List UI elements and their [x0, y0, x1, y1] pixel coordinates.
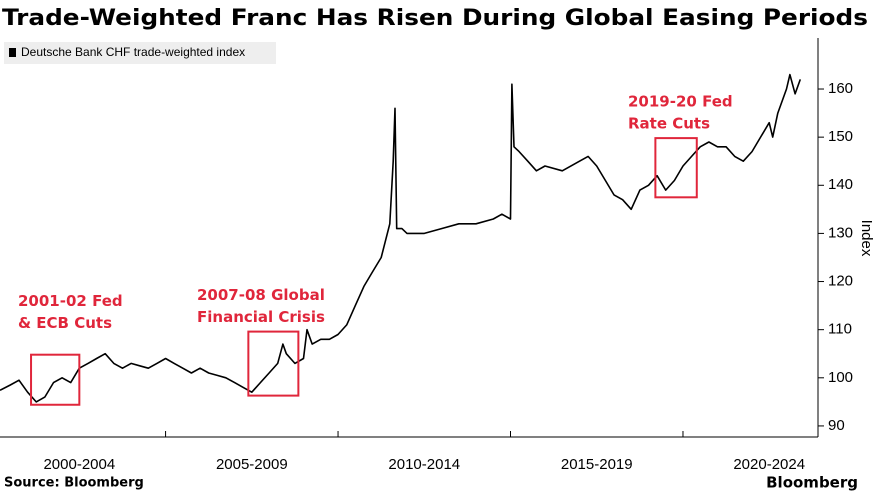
- data-line: [0, 73, 802, 403]
- x-tick-label: 2000-2004: [43, 456, 115, 473]
- annotation-text: Financial Crisis: [197, 308, 325, 326]
- chart-title: Trade-Weighted Franc Has Risen During Gl…: [2, 6, 868, 31]
- y-tick-label: 160: [828, 80, 853, 97]
- annotation-box: [654, 137, 698, 199]
- y-axis-label: Index: [858, 220, 875, 257]
- brand: Bloomberg: [766, 474, 858, 492]
- y-tick-label: 120: [828, 273, 853, 290]
- y-tick-label: 100: [828, 369, 853, 386]
- y-tick-label: 130: [828, 224, 853, 241]
- y-tick-label: 150: [828, 128, 853, 145]
- y-tick-label: 110: [828, 321, 852, 338]
- legend-label: Deutsche Bank CHF trade-weighted index: [21, 45, 245, 59]
- legend-swatch: [9, 48, 16, 57]
- annotation-text: 2007-08 Global: [197, 286, 325, 304]
- annotation-text: Rate Cuts: [628, 115, 710, 133]
- y-tick-label: 90: [828, 417, 845, 434]
- source: Source: Bloomberg: [4, 476, 144, 491]
- x-tick-label: 2020-2024: [733, 456, 805, 473]
- x-tick-label: 2005-2009: [216, 456, 288, 473]
- annotation-text: 2001-02 Fed: [18, 292, 123, 310]
- annotation-box: [247, 330, 300, 397]
- annotation-text: & ECB Cuts: [18, 314, 112, 332]
- x-tick-label: 2010-2014: [388, 456, 460, 473]
- y-tick-label: 140: [828, 176, 853, 193]
- legend-box: [4, 42, 276, 64]
- annotation-box: [30, 353, 81, 406]
- annotation-text: 2019-20 Fed: [628, 93, 733, 111]
- x-tick-label: 2015-2019: [561, 456, 633, 473]
